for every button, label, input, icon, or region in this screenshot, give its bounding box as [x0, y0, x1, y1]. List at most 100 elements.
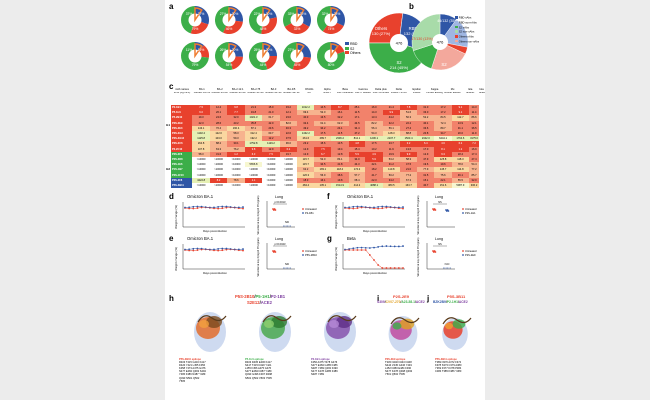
panel-label-a: a — [169, 2, 174, 11]
epitope-list-3: P2-1B1 epitope F456 A475 T478 G476 S477 E4… — [311, 358, 373, 377]
legend-rbd: RBD — [345, 42, 361, 47]
ic50-cell: 76.2 — [227, 146, 245, 152]
plot-xlabel: Days post-infection — [203, 271, 227, 275]
table-col-mutations: K417T E484K — [354, 92, 372, 94]
treated-curve — [344, 206, 404, 208]
table-col-header: Delta — [395, 88, 402, 91]
ic50-cell: 9.8 — [227, 105, 245, 111]
ic50-cell: 103.0 — [209, 136, 228, 142]
ic50-cell: 306.2 — [469, 182, 479, 188]
mab-name-cell: P2S-3G3 — [171, 130, 193, 137]
big-donut-center: 476 — [396, 41, 403, 46]
ic50-cell: 13.5 — [331, 141, 349, 147]
ic50-cell: 21.0 — [262, 110, 280, 116]
mab-name-cell: P2S-1F10 — [171, 172, 193, 178]
table-col-mutations: E484K — [479, 92, 485, 94]
nab-arc — [262, 7, 271, 23]
donut-pct-top-right: 30% — [266, 12, 273, 16]
ic50-cell: 7.5 — [262, 151, 280, 157]
ic50-cell: 33.0 — [417, 110, 435, 116]
donut-slice — [248, 6, 263, 34]
panel-i-subtitle: S309/CV07-270/A23-58.1/ACE2 — [377, 300, 425, 304]
ic50-cell: 183.1 — [314, 167, 332, 173]
ic50-cell: 9.1 — [451, 110, 470, 116]
mab-name-cell: P2S-2F6 — [171, 151, 193, 157]
epitope-residues: Q493 N501 Q502 — [179, 376, 200, 380]
ic50-cell: 3175.0 — [469, 136, 479, 142]
table-col-header: BA.2 — [217, 88, 223, 91]
table-col-header: Kappa — [430, 88, 439, 91]
ic50-cell: 77.9 — [417, 167, 435, 173]
epitope-title: P5S-2B10 epitope — [179, 358, 201, 361]
ic50-cell: >10000 — [279, 182, 298, 188]
ic50-cell: 36.5 — [469, 125, 479, 131]
ic50-cell: 99.4 — [297, 110, 315, 116]
infection-plots: Omicron BA.1 Weight change (%) Days post-i… — [174, 194, 477, 276]
ic50-cell: 22.6 — [279, 130, 298, 137]
untreated-curve — [184, 207, 244, 209]
ic50-cell: 61.7 — [262, 115, 280, 121]
ic50-cell: 2336.2 — [331, 136, 349, 142]
table-col-mutations: N501Y — [323, 92, 332, 94]
mab-name-cell: P5-2B10 — [171, 115, 193, 121]
donut-pct-bottom: 33% — [294, 27, 301, 31]
ic50-cell: 19.3 — [192, 115, 210, 121]
ic50-cell: 28.6 — [209, 120, 228, 126]
ic50-cell: 17.2 — [434, 110, 452, 116]
epitope-residues: L452 N450 E484 F490 — [385, 367, 412, 371]
ic50-cell: 22.3 — [192, 120, 210, 126]
table-row: P2-2C10 107.8 63.3 76.2 9.8 12.9 6.2 12.9 7.5 19.… — [171, 146, 479, 152]
ic50-cell: 54.4 — [469, 162, 479, 168]
ic50-cell: 9.0 — [192, 110, 210, 116]
ic50-cell: 32.0 — [469, 177, 479, 183]
donut-slice — [284, 20, 310, 34]
treated-point — [402, 245, 404, 247]
ic50-cell: 312.4 — [244, 130, 263, 137]
ic50-cell: 27.4 — [399, 125, 418, 131]
ic50-cell: 30.1 — [227, 141, 245, 147]
nab-arc — [228, 43, 237, 59]
ic50-cell: 62.3 — [331, 120, 349, 126]
ic50-cell: 174.2 — [348, 167, 366, 173]
legend-b-rbd-non: RBD non-nAbs — [455, 20, 485, 26]
h-title-sep2: / — [269, 294, 271, 299]
ic50-cell: 1503.4 — [399, 136, 418, 142]
ic50-cell: 22.1 — [434, 177, 452, 183]
ic50-cell: 33.6 — [417, 125, 435, 131]
lung-ylabel: Virus titer at day 3 (log10 PFU/gram) — [257, 237, 260, 276]
panel-label-j: j — [427, 294, 430, 303]
legend-treated-marker — [462, 212, 464, 214]
legend-b-s2-nabs: S2 nAbs — [455, 25, 485, 31]
ic50-cell: 14.5 — [314, 105, 332, 111]
epitope-residues: C384 T385 K386 Y380 — [435, 370, 462, 374]
ic50-cell: 51.6 — [399, 110, 418, 116]
ic50-cell: >10000 — [262, 172, 280, 178]
ic50-cell: 63.3 — [209, 146, 228, 152]
nab-arc — [330, 7, 339, 23]
ic50-cell: 6.4 — [417, 141, 435, 147]
ic50-cell: 85.7 — [469, 172, 479, 178]
epitope-residues: L455 F456 A475 G476 — [245, 367, 272, 371]
ic50-cell: 13.6 — [399, 146, 418, 152]
molecule-j — [442, 317, 472, 350]
ribbon — [197, 315, 227, 323]
panel-i-epitope: P2S-2E9 epitope T345 N440 N443 N448 N444 … — [385, 358, 412, 377]
ic50-cell: 192.2 — [244, 136, 263, 142]
plot-title: Beta — [347, 236, 356, 241]
mab-name-cell: P2-2C10 — [171, 146, 193, 152]
treated-curve — [184, 206, 244, 208]
lung-nd-label: ND — [285, 220, 289, 224]
table-col-mutations: R346K E484K — [444, 92, 461, 94]
donut-pct-top-right: 16% — [198, 48, 205, 52]
ribbon — [390, 317, 420, 325]
big-donut-value: 130 (27%) — [372, 31, 391, 36]
nab-arc — [228, 7, 237, 23]
ic50-cell: 4.6 — [434, 141, 452, 147]
ic50-cell: 19.8 — [244, 110, 263, 116]
panel-j-subtitle: BZK2B9/P2-1H1/ACE2 — [433, 300, 468, 304]
lung-untreated-point — [274, 209, 277, 211]
pvalue-label: p=0.0013 — [275, 200, 286, 204]
lung-title: Lung — [275, 195, 283, 199]
ic50-cell: 50.3 — [399, 115, 418, 121]
legend-untreated-marker — [302, 208, 304, 210]
